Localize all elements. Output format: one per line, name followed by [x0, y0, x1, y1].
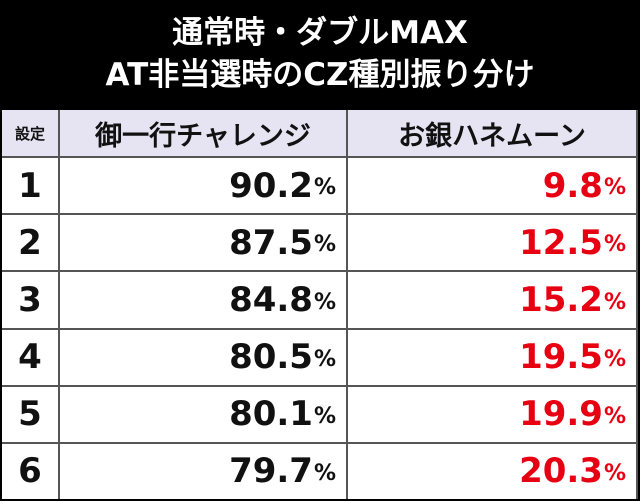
rate-value: 15.2	[519, 279, 603, 320]
rate-cell: 19.5%	[348, 329, 636, 385]
rate-unit: %	[313, 289, 336, 315]
rate-value: 19.5	[519, 337, 603, 378]
setting-cell: 3	[2, 272, 58, 328]
rate-unit: %	[313, 175, 336, 201]
table: 設定 御一行チャレンジ お銀ハネムーン 1 90.2% 9.8% 2 87.5% 12.5% 3 8…	[2, 110, 638, 499]
rate-unit: %	[313, 346, 336, 372]
rate-value: 19.9	[519, 394, 603, 435]
rate-value: 20.3	[519, 451, 603, 492]
rate-value: 80.5	[229, 337, 313, 378]
rate-value: 79.7	[229, 451, 313, 492]
rate-cell: 87.5%	[60, 215, 346, 271]
setting-cell: 5	[2, 386, 58, 442]
rate-cell: 15.2%	[348, 272, 636, 328]
rate-cell: 90.2%	[60, 158, 346, 214]
rate-unit: %	[603, 232, 626, 258]
rate-cell: 9.8%	[348, 158, 636, 214]
rate-cell: 80.5%	[60, 329, 346, 385]
rate-cell: 20.3%	[348, 443, 636, 499]
rate-cell: 79.7%	[60, 443, 346, 499]
rate-unit: %	[603, 175, 626, 201]
rate-cell: 12.5%	[348, 215, 636, 271]
setting-cell: 4	[2, 329, 58, 385]
rate-value: 90.2	[229, 165, 313, 206]
rate-unit: %	[603, 289, 626, 315]
rate-unit: %	[313, 461, 336, 486]
rate-value: 84.8	[229, 279, 313, 320]
rate-value: 9.8	[542, 165, 603, 206]
column-header: 御一行チャレンジ	[60, 110, 346, 156]
title-line: 通常時・ダブルMAX	[172, 15, 468, 51]
column-header: 設定	[2, 110, 58, 156]
rate-unit: %	[313, 403, 336, 429]
setting-cell: 1	[2, 158, 58, 214]
rate-unit: %	[603, 403, 626, 429]
rate-cell: 84.8%	[60, 272, 346, 328]
rate-unit: %	[603, 461, 626, 486]
rate-cell: 80.1%	[60, 386, 346, 442]
rate-unit: %	[603, 346, 626, 372]
title: 通常時・ダブルMAX AT非当選時のCZ種別振り分け	[0, 0, 640, 108]
rate-value: 80.1	[229, 394, 313, 435]
column-header: お銀ハネムーン	[348, 110, 636, 156]
title-line: AT非当選時のCZ種別振り分け	[105, 57, 535, 93]
rate-value: 12.5	[519, 222, 603, 263]
setting-cell: 2	[2, 215, 58, 271]
setting-cell: 6	[2, 443, 58, 499]
rate-cell: 19.9%	[348, 386, 636, 442]
rate-unit: %	[313, 232, 336, 258]
rate-value: 87.5	[229, 222, 313, 263]
